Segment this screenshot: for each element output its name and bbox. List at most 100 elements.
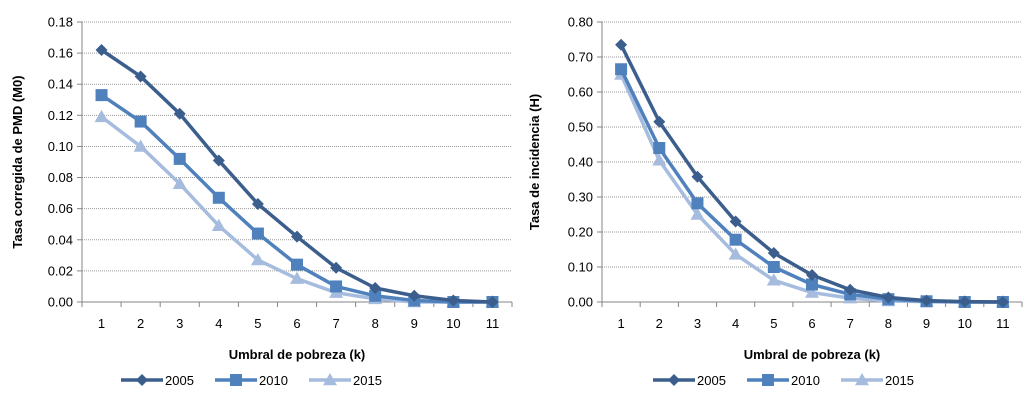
- h-x-axis-title: Umbral de pobreza (k): [744, 347, 881, 362]
- h-data-point: [806, 269, 818, 282]
- m0-y-tick-label: 0.06: [48, 201, 73, 216]
- m0-data-point: [486, 296, 499, 308]
- m0-y-axis-title: Tasa corregida de PMD (M0): [10, 75, 25, 248]
- m0-data-point: [173, 152, 186, 165]
- m0-legend-item: 2010: [215, 373, 288, 388]
- m0-x-tick-label: 3: [176, 316, 183, 331]
- m0-y-tick-label: 0.02: [48, 263, 73, 278]
- h-legend-label: 2015: [885, 373, 914, 388]
- h-x-tick-label: 1: [617, 316, 624, 331]
- m0-data-point: [291, 230, 303, 243]
- m0-y-tick-label: 0.12: [48, 108, 73, 123]
- m0-legend-marker: [230, 374, 242, 386]
- m0-x-tick-label: 6: [293, 316, 300, 331]
- h-y-tick-label: 0.70: [568, 50, 593, 65]
- m0-y-tick-label: 0.14: [48, 77, 73, 92]
- m0-data-point: [95, 89, 108, 102]
- h-data-point: [653, 115, 666, 128]
- m0-legend-marker: [323, 373, 337, 386]
- m0-data-point: [250, 253, 265, 266]
- h-data-point: [844, 283, 857, 296]
- h-x-tick-label: 9: [923, 316, 930, 331]
- h-y-tick-label: 0.50: [568, 120, 593, 135]
- chart-h-svg: 0.00 0.10 0.20 0.30 0.40 0.50 0.60 0.70 0.80 1 2 3 4…: [527, 15, 1023, 388]
- h-data-point: [767, 261, 780, 273]
- h-data-point: [691, 197, 704, 210]
- h-series-2005: [615, 38, 1009, 308]
- h-data-point: [766, 273, 781, 286]
- m0-data-point: [369, 282, 382, 294]
- m0-data-point: [290, 271, 304, 284]
- m0-x-tick-label: 9: [411, 316, 418, 331]
- h-data-point: [767, 247, 780, 259]
- h-legend-item: 2005: [653, 373, 726, 388]
- m0-data-point: [211, 218, 226, 232]
- h-data-point: [652, 153, 667, 166]
- h-legend-marker: [668, 374, 680, 386]
- h-y-tick-label: 0.10: [568, 260, 593, 275]
- m0-data-point: [330, 280, 343, 293]
- h-y-axis-title: Tasa de incidencia (H): [527, 94, 542, 230]
- m0-legend-marker: [136, 374, 148, 386]
- h-data-point: [690, 207, 705, 220]
- m0-data-point: [251, 227, 264, 240]
- m0-y-tick-label: 0.18: [48, 15, 73, 30]
- h-data-point: [920, 294, 933, 307]
- m0-data-point: [212, 191, 225, 204]
- m0-x-axis-title: Umbral de pobreza (k): [229, 347, 366, 362]
- h-data-point: [615, 63, 628, 76]
- m0-y-tick-label: 0.16: [48, 46, 73, 61]
- h-data-point: [691, 170, 704, 183]
- h-data-point: [882, 291, 895, 304]
- m0-x-tick-label: 2: [137, 316, 144, 331]
- h-data-point: [729, 215, 742, 228]
- m0-y-tick-label: 0.04: [48, 232, 73, 247]
- h-y-tick-label: 0.00: [568, 295, 593, 310]
- h-legend-label: 2005: [697, 373, 726, 388]
- h-y-tick-label: 0.60: [568, 85, 593, 100]
- m0-legend-item: 2015: [309, 373, 382, 388]
- h-legend-label: 2010: [791, 373, 820, 388]
- h-data-point: [996, 296, 1009, 308]
- m0-x-tick-label: 7: [332, 316, 339, 331]
- h-x-tick-label: 10: [957, 316, 971, 331]
- m0-x-tick-label: 5: [254, 316, 261, 331]
- m0-data-point: [330, 261, 343, 274]
- m0-data-point: [369, 289, 382, 302]
- m0-data-point: [173, 107, 186, 120]
- m0-x-tick-label: 4: [215, 316, 222, 331]
- h-data-point: [653, 142, 666, 154]
- h-x-tick-label: 2: [656, 316, 663, 331]
- h-data-point: [729, 233, 742, 246]
- m0-legend-item: 2005: [121, 373, 194, 388]
- h-legend: 2005 2010 2015: [653, 373, 914, 388]
- h-data-point: [805, 285, 819, 298]
- h-x-tick-label: 4: [732, 316, 739, 331]
- m0-data-point: [95, 44, 108, 56]
- h-legend-marker: [855, 373, 869, 386]
- h-data-point: [806, 278, 818, 291]
- h-x-tick-label: 6: [808, 316, 815, 331]
- m0-data-point: [172, 176, 187, 190]
- h-x-tick-label: 11: [996, 316, 1010, 331]
- h-y-tick-label: 0.30: [568, 190, 593, 205]
- m0-y-tick-label: 0.10: [48, 139, 73, 154]
- m0-data-point: [134, 115, 147, 128]
- h-x-tick-label: 3: [694, 316, 701, 331]
- h-legend-item: 2010: [747, 373, 820, 388]
- m0-x-tick-label: 8: [372, 316, 379, 331]
- h-series-line: [619, 73, 1003, 304]
- m0-data-point: [447, 294, 460, 307]
- chart-m0-svg: 0.00 0.02 0.04 0.06 0.08 0.10 0.12 0.14 0.16 0.18…: [10, 15, 513, 388]
- h-legend-item: 2015: [841, 373, 914, 388]
- m0-data-point: [251, 198, 264, 210]
- m0-data-point: [408, 289, 421, 302]
- m0-data-point: [94, 109, 109, 123]
- m0-y-tick-label: 0.08: [48, 170, 73, 185]
- h-y-tick-label: 0.80: [568, 15, 593, 30]
- m0-legend-label: 2015: [353, 373, 382, 388]
- m0-x-tick-label: 11: [486, 316, 500, 331]
- m0-legend: 2005 2010 2015: [121, 373, 382, 388]
- h-y-tick-label: 0.20: [568, 225, 593, 240]
- m0-legend-label: 2005: [165, 373, 194, 388]
